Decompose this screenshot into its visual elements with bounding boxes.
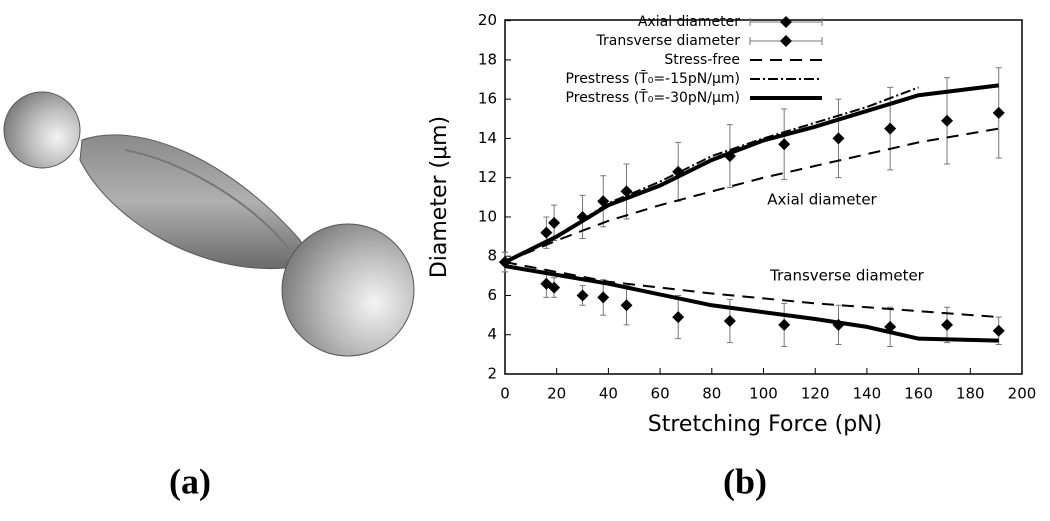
x-tick-label: 100 — [749, 385, 778, 403]
legend-sample — [780, 35, 792, 47]
data-point — [992, 324, 1005, 337]
legend-label: Prestress (T̄₀=-15pN/μm) — [566, 69, 740, 87]
data-point — [992, 106, 1005, 119]
data-point — [723, 314, 736, 327]
legend-label: Prestress (T̄₀=-30pN/μm) — [566, 88, 740, 106]
legend-sample — [780, 16, 792, 28]
y-tick-label: 20 — [478, 11, 497, 29]
data-point — [941, 114, 954, 127]
data-point — [620, 185, 633, 198]
y-tick-label: 14 — [478, 129, 497, 147]
data-point — [941, 318, 954, 331]
curve — [504, 83, 999, 343]
y-tick-label: 4 — [487, 325, 497, 343]
x-tick-label: 140 — [853, 385, 882, 403]
legend-label: Axial diameter — [638, 14, 740, 30]
data-point — [884, 122, 897, 135]
y-tick-label: 16 — [478, 90, 497, 108]
legend-label: Transverse diameter — [596, 33, 741, 49]
x-tick-label: 0 — [500, 385, 510, 403]
data-point — [778, 138, 791, 151]
panel-label: (a) — [169, 461, 211, 501]
data-point — [620, 299, 633, 312]
data-point — [597, 291, 610, 304]
x-tick-label: 200 — [1008, 385, 1037, 403]
x-tick-label: 20 — [547, 385, 566, 403]
x-tick-label: 40 — [599, 385, 618, 403]
x-tick-label: 160 — [904, 385, 933, 403]
data-point — [540, 226, 553, 239]
y-tick-label: 6 — [487, 286, 497, 304]
cell-render — [3, 91, 415, 357]
legend-label: Stress-free — [664, 52, 740, 68]
y-tick-label: 2 — [487, 365, 497, 383]
data-point — [832, 132, 845, 145]
x-tick-label: 120 — [801, 385, 830, 403]
x-tick-label: 180 — [956, 385, 985, 403]
data-point — [672, 311, 685, 324]
data-point — [548, 216, 561, 229]
y-tick-label: 10 — [478, 207, 497, 225]
annotation: Transverse diameter — [769, 267, 925, 285]
panel-label: (b) — [723, 461, 767, 501]
annotation: Axial diameter — [767, 191, 877, 209]
data-point — [778, 318, 791, 331]
y-tick-label: 18 — [478, 50, 497, 68]
data-point — [548, 281, 561, 294]
x-tick-label: 60 — [651, 385, 670, 403]
y-tick-label: 12 — [478, 168, 497, 186]
data-point — [576, 289, 589, 302]
y-tick-label: 8 — [487, 247, 497, 265]
x-tick-label: 80 — [702, 385, 721, 403]
y-axis-label: Diameter (μm) — [427, 116, 452, 278]
x-axis-label: Stretching Force (pN) — [648, 412, 882, 437]
curve — [504, 127, 999, 319]
